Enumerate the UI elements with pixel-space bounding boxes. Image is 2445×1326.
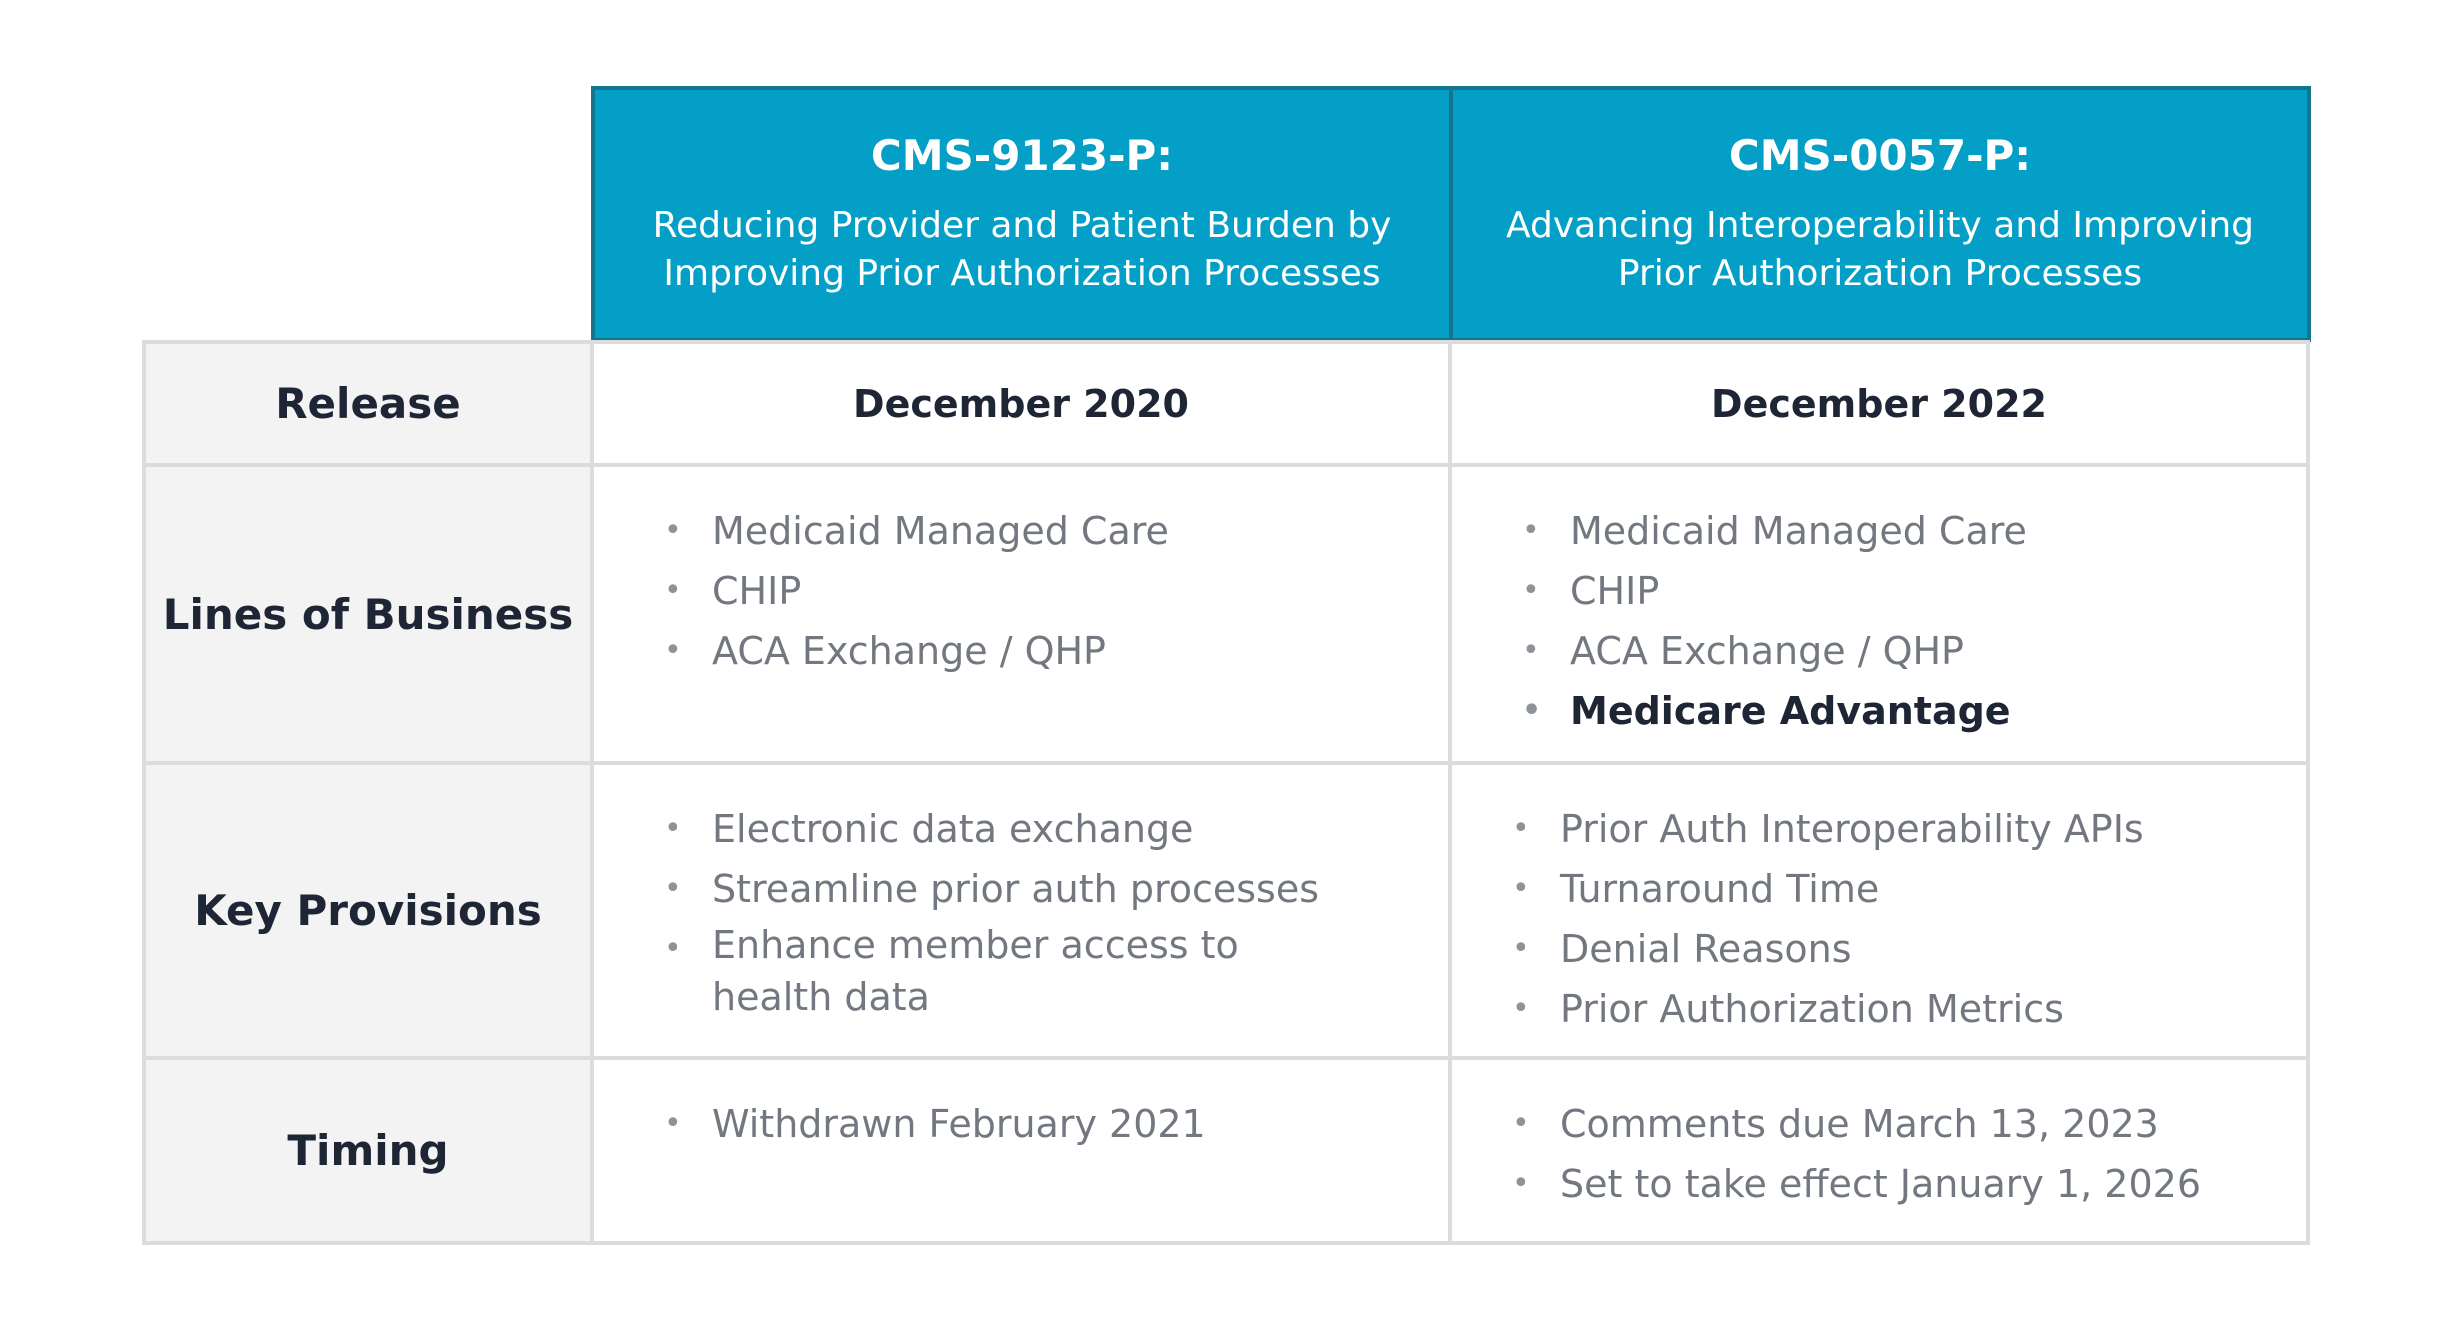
bullet-list: • Medicaid Managed Care • CHIP • ACA Exchan… [664,501,1169,681]
key-provisions-cms-9123-p: • Electronic data exchange • Streamline pr… [594,765,1452,1060]
list-item: • Prior Auth Interoperability APIs [1512,799,2144,859]
bullet-list: • Electronic data exchange • Streamline pr… [664,799,1319,1023]
bullet-icon: • [664,633,682,668]
bullet-icon: • [664,573,682,608]
lines-of-business-cms-0057-p: • Medicaid Managed Care • CHIP • ACA Exchan… [1452,467,2310,765]
bullet-icon: • [664,871,682,906]
column-code: CMS-9123-P: [870,130,1174,180]
bullet-icon: • [1522,513,1540,548]
column-code: CMS-0057-P: [1728,130,2032,180]
bullet-icon: • [1522,633,1540,668]
bullet-icon: • [1512,871,1530,906]
list-item: • ACA Exchange / QHP [664,621,1169,681]
comparison-table: Release December 2020 December 2022 Line… [142,340,2310,1245]
timing-cms-9123-p: • Withdrawn February 2021 [594,1060,1452,1245]
row-label-lines-of-business: Lines of Business [146,467,594,765]
list-item: • Withdrawn February 2021 [664,1094,1206,1154]
list-item: • Enhance member access to health data [664,919,1319,1023]
column-subtitle-line: Reducing Provider and Patient Burden by [652,204,1392,246]
list-item: • Prior Authorization Metrics [1512,979,2144,1039]
bullet-list: • Comments due March 13, 2023 • Set to tak… [1512,1094,2201,1214]
list-item: • Denial Reasons [1512,919,2144,979]
list-item: • Streamline prior auth processes [664,859,1319,919]
list-item: • Set to take effect January 1, 2026 [1512,1154,2201,1214]
bullet-icon: • [1512,1166,1530,1201]
list-item: • Medicaid Managed Care [664,501,1169,561]
timing-cms-0057-p: • Comments due March 13, 2023 • Set to tak… [1452,1060,2310,1245]
column-subtitle-line: Improving Prior Authorization Processes [663,252,1381,294]
release-date-cms-0057-p: December 2022 [1452,344,2310,467]
bullet-icon: • [664,811,682,846]
list-item-highlighted: • Medicare Advantage [1522,681,2027,741]
lines-of-business-cms-9123-p: • Medicaid Managed Care • CHIP • ACA Exchan… [594,467,1452,765]
list-item: • ACA Exchange / QHP [1522,621,2027,681]
column-subtitle-line: Advancing Interoperability and Improving [1506,204,2254,246]
column-header-cms-9123-p: CMS-9123-P: Reducing Provider and Patien… [591,86,1453,342]
bullet-list: • Medicaid Managed Care • CHIP • ACA Exchan… [1522,501,2027,741]
key-provisions-cms-0057-p: • Prior Auth Interoperability APIs • Turna… [1452,765,2310,1060]
list-item: • Medicaid Managed Care [1522,501,2027,561]
bullet-list: • Prior Auth Interoperability APIs • Turna… [1512,799,2144,1039]
row-label-timing: Timing [146,1060,594,1245]
bullet-icon: • [1512,811,1530,846]
list-item: • Comments due March 13, 2023 [1512,1094,2201,1154]
release-date-cms-9123-p: December 2020 [594,344,1452,467]
list-item: • Turnaround Time [1512,859,2144,919]
bullet-icon: • [1522,573,1540,608]
bullet-icon: • [664,931,682,966]
list-item: • CHIP [1522,561,2027,621]
bullet-icon: • [1512,931,1530,966]
bullet-icon: • [664,513,682,548]
list-item: • Electronic data exchange [664,799,1319,859]
column-subtitle-line: Prior Authorization Processes [1617,252,2143,294]
row-label-key-provisions: Key Provisions [146,765,594,1060]
bullet-list: • Withdrawn February 2021 [664,1094,1206,1154]
bullet-icon: • [1512,1106,1530,1141]
row-label-release: Release [146,344,594,467]
list-item: • CHIP [664,561,1169,621]
column-header-cms-0057-p: CMS-0057-P: Advancing Interoperability a… [1449,86,2311,342]
bullet-icon: • [664,1106,682,1141]
bullet-icon: • [1512,991,1530,1026]
bullet-icon: • [1522,693,1542,728]
